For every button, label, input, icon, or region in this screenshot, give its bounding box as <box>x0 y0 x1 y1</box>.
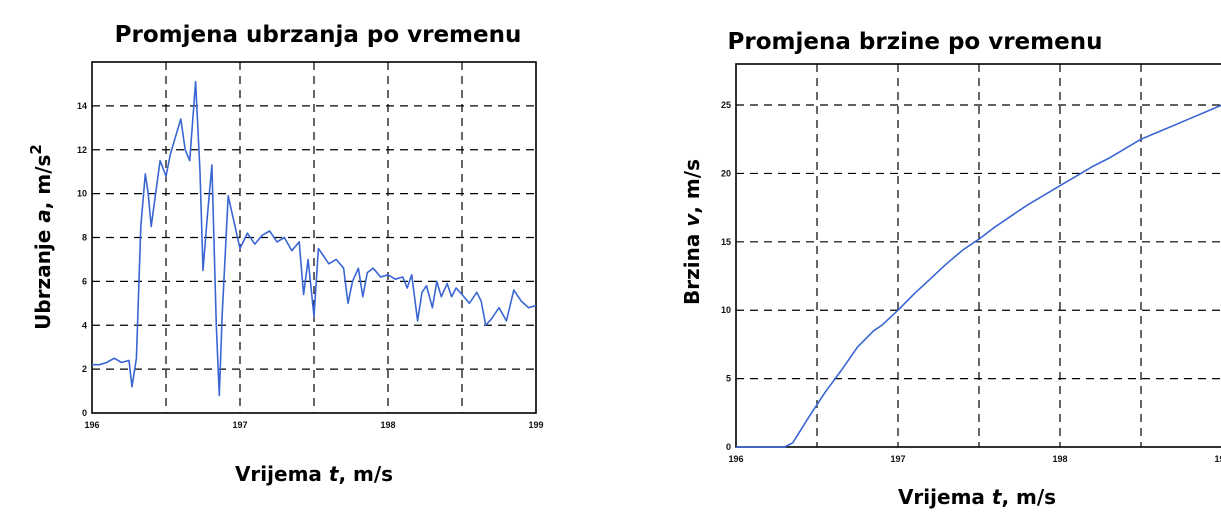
chart-title: Promjena ubrzanja po vremenu <box>115 22 522 48</box>
x-tick-label: 197 <box>890 454 905 464</box>
y-tick-label: 20 <box>721 168 731 178</box>
velocity-chart-panel: Promjena brzine po vremenu 196 197 198 199 0… <box>620 0 1221 529</box>
y-tick-label: 0 <box>726 442 731 452</box>
y-tick-label: 25 <box>721 100 731 110</box>
y-tick-label: 2 <box>82 364 87 374</box>
series-group <box>92 80 537 397</box>
series-line <box>736 104 1221 448</box>
plot-frame <box>735 63 1221 448</box>
y-tick-label: 5 <box>726 374 731 384</box>
x-axis-label: Vrijema t, m/s <box>898 485 1056 509</box>
y-tick-label: 15 <box>721 237 731 247</box>
tick-labels: 196 197 198 199 0 5 10 15 20 25 <box>721 100 1221 464</box>
x-tick-label: 197 <box>232 420 247 430</box>
grid <box>92 62 536 413</box>
y-tick-label: 10 <box>77 189 87 199</box>
x-tick-label: 198 <box>1052 454 1067 464</box>
y-tick-label: 14 <box>77 101 87 111</box>
plot-frame <box>91 61 537 414</box>
y-tick-label: 12 <box>77 145 87 155</box>
x-tick-label: 196 <box>84 420 99 430</box>
y-tick-label: 0 <box>82 408 87 418</box>
x-tick-label: 199 <box>1214 454 1221 464</box>
acceleration-chart-panel: Promjena ubrzanja po vremenu 196 197 198 19… <box>0 0 600 529</box>
grid <box>736 64 1221 447</box>
series-line <box>92 80 537 397</box>
chart-title: Promjena brzine po vremenu <box>728 29 1103 55</box>
y-axis-label: Ubrzanje a, m/s2 <box>27 144 55 330</box>
series-group <box>736 104 1221 448</box>
y-axis-label: Brzina v, m/s <box>680 159 704 305</box>
x-tick-label: 196 <box>728 454 743 464</box>
y-tick-label: 4 <box>82 320 87 330</box>
y-tick-label: 10 <box>721 305 731 315</box>
velocity-chart: Promjena brzine po vremenu 196 197 198 199 0… <box>680 29 1221 509</box>
x-tick-label: 199 <box>528 420 543 430</box>
tick-labels: 196 197 198 199 0 2 4 6 8 10 12 14 <box>77 101 544 430</box>
x-axis-label: Vrijema t, m/s <box>235 462 393 486</box>
acceleration-chart: Promjena ubrzanja po vremenu 196 197 198 19… <box>27 22 544 486</box>
y-tick-label: 6 <box>82 276 87 286</box>
x-tick-label: 198 <box>380 420 395 430</box>
y-tick-label: 8 <box>82 233 87 243</box>
